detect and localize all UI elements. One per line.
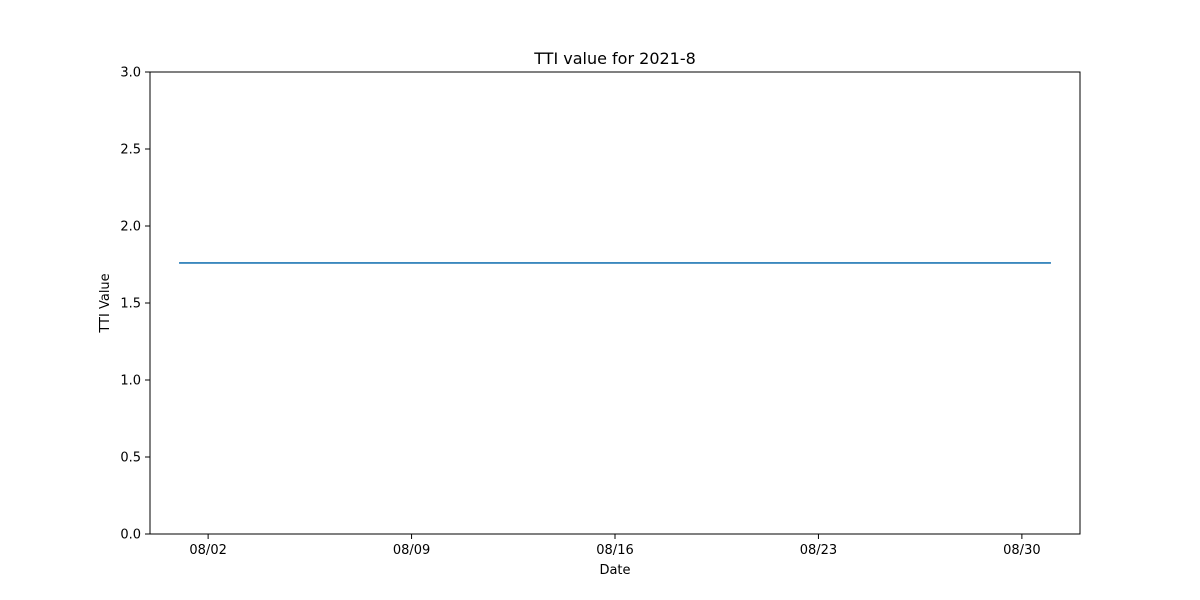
- y-tick-label: 2.0: [120, 220, 141, 235]
- x-tick-label: 08/30: [1003, 543, 1040, 558]
- x-axis: 08/02 08/09 08/16 08/23 08/30: [189, 534, 1041, 558]
- x-tick-label: 08/02: [189, 543, 226, 558]
- y-tick-label: 0.0: [120, 528, 141, 543]
- x-axis-label: Date: [599, 563, 630, 578]
- x-tick-label: 08/16: [596, 543, 633, 558]
- y-tick-label: 0.5: [120, 451, 141, 466]
- y-tick-label: 2.5: [120, 143, 141, 158]
- y-axis-label: TTI Value: [98, 273, 113, 333]
- x-tick-label: 08/09: [393, 543, 430, 558]
- y-axis: 0.0 0.5 1.0 1.5 2.0 2.5 3.0: [120, 66, 150, 543]
- y-tick-label: 3.0: [120, 66, 141, 81]
- y-tick-label: 1.0: [120, 374, 141, 389]
- y-tick-label: 1.5: [120, 297, 141, 312]
- plot-frame: [149, 71, 1081, 535]
- chart-title: TTI value for 2021-8: [533, 49, 696, 68]
- x-tick-label: 08/23: [800, 543, 837, 558]
